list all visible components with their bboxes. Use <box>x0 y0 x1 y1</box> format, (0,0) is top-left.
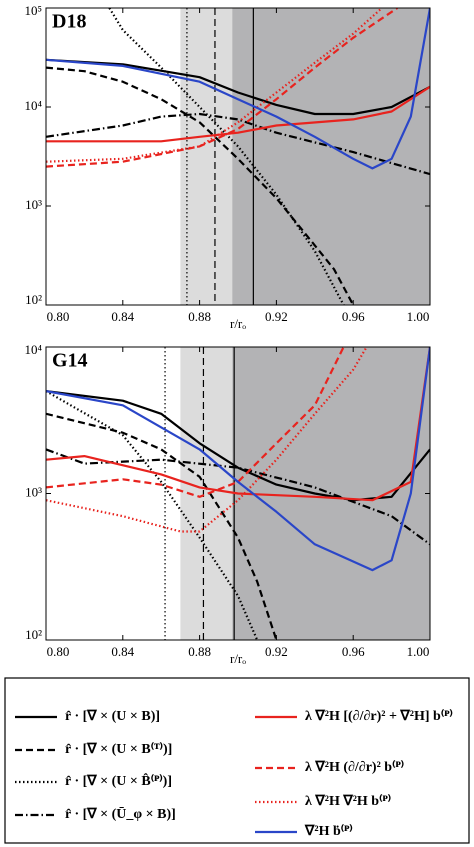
panel-label: G14 <box>52 350 88 372</box>
curve <box>46 390 430 502</box>
x-tick-label: 0.88 <box>188 644 211 659</box>
legend-label: r̂ · [∇ × (U × B)] <box>65 709 160 724</box>
y-tick-label: 10⁴ <box>24 98 42 113</box>
legend-label: ∇²H ḃ⁽ᴾ⁾ <box>304 824 353 839</box>
shaded-region <box>180 8 233 305</box>
legend-label: r̂ · [∇ × (U × B̂⁽ᴾ⁾)] <box>65 772 172 789</box>
y-tick-label: 10² <box>25 627 42 642</box>
curve <box>46 66 355 305</box>
legend-box <box>4 677 470 844</box>
legend-label: λ ∇²H [(∂/∂r)² + ∇²H] b⁽ᴾ⁾ <box>305 709 453 724</box>
axes-frame <box>45 7 431 306</box>
y-tick-label: 10² <box>25 292 42 307</box>
curves <box>46 8 430 305</box>
curve <box>46 347 345 498</box>
legend-label: r̂ · [∇ × (Ū_φ × B)] <box>65 806 176 822</box>
curve <box>46 85 430 143</box>
curve <box>46 347 368 533</box>
legend-label: r̂ · [∇ × (U × B⁽ᵀ⁾)] <box>65 742 172 757</box>
curve <box>46 412 278 640</box>
y-tick-label: 10³ <box>25 484 42 499</box>
x-tick-label: 0.92 <box>265 644 288 659</box>
x-tick-label: 1.00 <box>407 644 430 659</box>
x-tick-label: 0.96 <box>342 644 365 659</box>
y-tick-label: 10⁴ <box>24 342 42 357</box>
curve <box>46 112 430 176</box>
curve <box>46 347 430 572</box>
curve <box>46 8 430 170</box>
y-tick-label: 10⁵ <box>24 3 42 18</box>
curves <box>46 347 430 640</box>
x-tick-label: 0.80 <box>47 309 70 324</box>
x-tick-label: 0.84 <box>111 644 134 659</box>
x-tick-label: 0.88 <box>188 309 211 324</box>
x-tick-label: 0.92 <box>265 309 288 324</box>
y-tick-label: 10³ <box>25 197 42 212</box>
shaded-region <box>232 347 430 640</box>
x-axis-label: r/rₒ <box>230 316 246 331</box>
shaded-region <box>232 8 430 305</box>
x-tick-label: 0.84 <box>111 309 134 324</box>
panel-label: D18 <box>52 11 86 33</box>
x-tick-label: 0.96 <box>342 309 365 324</box>
curve <box>46 347 430 502</box>
x-axis-label: r/rₒ <box>230 651 246 666</box>
curve <box>46 58 430 116</box>
x-tick-label: 1.00 <box>407 309 430 324</box>
legend-label: λ ∇²H (∂/∂r)² b⁽ᴾ⁾ <box>305 760 404 775</box>
curve <box>46 8 399 168</box>
legend-label: λ ∇²H ∇²H b⁽ᴾ⁾ <box>305 794 391 809</box>
x-tick-label: 0.80 <box>47 644 70 659</box>
curve <box>108 8 345 305</box>
